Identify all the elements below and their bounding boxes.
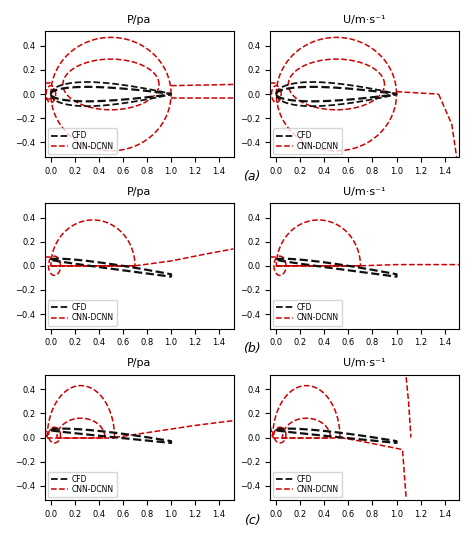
Title: U/m·s⁻¹: U/m·s⁻¹ bbox=[343, 187, 386, 197]
Title: U/m·s⁻¹: U/m·s⁻¹ bbox=[343, 358, 386, 368]
Title: P/pa: P/pa bbox=[127, 187, 151, 197]
Text: (c): (c) bbox=[244, 514, 260, 527]
Title: P/pa: P/pa bbox=[127, 358, 151, 368]
Text: (b): (b) bbox=[243, 342, 261, 355]
Legend: CFD, CNN-DCNN: CFD, CNN-DCNN bbox=[273, 300, 342, 326]
Title: U/m·s⁻¹: U/m·s⁻¹ bbox=[343, 15, 386, 25]
Text: (a): (a) bbox=[243, 170, 261, 183]
Legend: CFD, CNN-DCNN: CFD, CNN-DCNN bbox=[48, 128, 117, 154]
Legend: CFD, CNN-DCNN: CFD, CNN-DCNN bbox=[273, 128, 342, 154]
Legend: CFD, CNN-DCNN: CFD, CNN-DCNN bbox=[48, 300, 117, 326]
Legend: CFD, CNN-DCNN: CFD, CNN-DCNN bbox=[48, 472, 117, 497]
Legend: CFD, CNN-DCNN: CFD, CNN-DCNN bbox=[273, 472, 342, 497]
Title: P/pa: P/pa bbox=[127, 15, 151, 25]
